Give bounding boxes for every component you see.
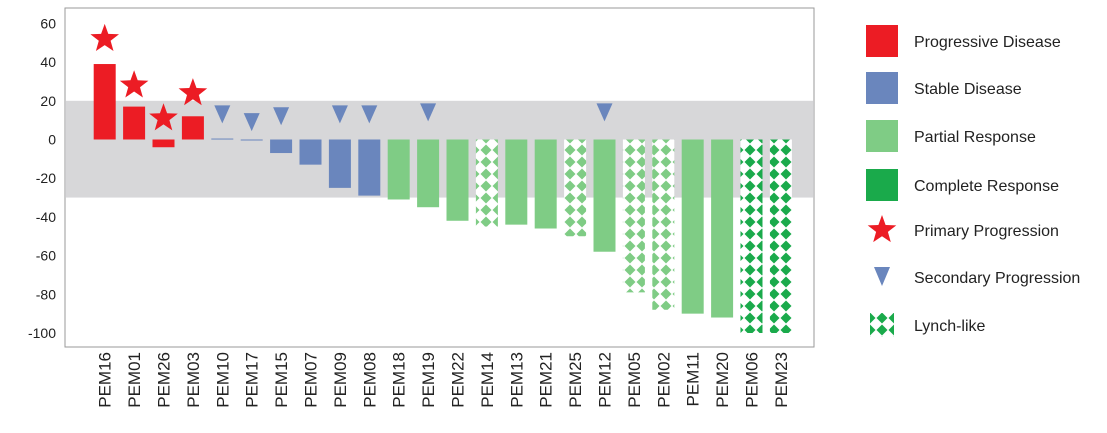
legend-label: Partial Response <box>914 129 1036 146</box>
secondary-progression-marker-pem12 <box>596 103 613 122</box>
x-tick-label-pem10: PEM10 <box>213 352 232 408</box>
legend-swatch <box>866 169 898 201</box>
y-tick-label: 60 <box>40 15 56 31</box>
bar-pem18 <box>387 139 410 200</box>
x-tick-label-pem11: PEM11 <box>684 352 703 407</box>
bar-pem06 <box>740 139 763 333</box>
secondary-progression-marker-pem10 <box>214 105 231 124</box>
bar-pem05 <box>622 139 645 293</box>
secondary-progression-marker-pem19 <box>420 103 437 122</box>
x-tick-label-pem16: PEM16 <box>96 352 115 408</box>
legend-item-lynch-like: Lynch-like <box>870 313 986 337</box>
x-tick-label-pem25: PEM25 <box>566 352 585 408</box>
bar-pem26 <box>152 139 175 148</box>
legend-item-secondary-progression: Secondary Progression <box>874 267 1080 287</box>
legend-swatch <box>866 120 898 152</box>
bar-pem23 <box>769 139 792 333</box>
x-tick-label-pem21: PEM21 <box>537 352 556 408</box>
x-tick-label-pem03: PEM03 <box>184 352 203 408</box>
y-tick-label: -40 <box>36 209 56 225</box>
legend-item-complete-response: Complete Response <box>866 169 1059 201</box>
legend-item-progressive-disease: Progressive Disease <box>866 25 1061 57</box>
x-tick-label-pem12: PEM12 <box>596 352 615 408</box>
primary-progression-marker-pem01 <box>119 70 149 98</box>
bar-pem12 <box>593 139 616 252</box>
bar-pem20 <box>711 139 734 318</box>
bar-pem16 <box>93 64 116 140</box>
legend-label: Lynch-like <box>914 318 986 335</box>
legend-swatch <box>866 72 898 104</box>
legend-label: Primary Progression <box>914 223 1059 240</box>
x-tick-label-pem13: PEM13 <box>507 352 526 408</box>
y-tick-label: -20 <box>36 170 56 186</box>
primary-progression-marker-pem03 <box>178 78 208 106</box>
bar-pem13 <box>505 139 528 225</box>
x-tick-label-pem20: PEM20 <box>713 352 732 408</box>
x-tick-label-pem17: PEM17 <box>243 352 262 408</box>
legend-swatch <box>866 25 898 57</box>
bar-pem25 <box>564 139 587 237</box>
x-tick-label-pem07: PEM07 <box>302 352 321 408</box>
bar-pem10 <box>211 138 234 140</box>
x-tick-label-pem23: PEM23 <box>772 352 791 408</box>
x-tick-label-pem14: PEM14 <box>478 352 497 408</box>
y-tick-label: -80 <box>36 286 56 302</box>
bar-pem15 <box>270 139 293 154</box>
legend-label: Secondary Progression <box>914 270 1080 287</box>
bar-pem11 <box>681 139 704 314</box>
secondary-progression-marker-pem08 <box>361 105 378 124</box>
bar-pem07 <box>299 139 322 165</box>
bar-pem22 <box>446 139 469 221</box>
x-tick-label-pem05: PEM05 <box>625 352 644 408</box>
bar-pem14 <box>475 139 498 227</box>
x-tick-label-pem08: PEM08 <box>360 352 379 408</box>
y-tick-label: 0 <box>48 132 56 148</box>
x-tick-label-pem18: PEM18 <box>390 352 409 408</box>
legend-star-icon <box>867 215 897 243</box>
secondary-progression-marker-pem17 <box>243 113 260 132</box>
y-tick-label: -60 <box>36 248 56 264</box>
bar-pem09 <box>328 139 351 188</box>
legend-item-stable-disease: Stable Disease <box>866 72 1022 104</box>
legend-triangle-icon <box>874 267 890 286</box>
x-tick-label-pem26: PEM26 <box>155 352 174 408</box>
y-tick-label: -100 <box>28 325 56 341</box>
primary-progression-marker-pem16 <box>90 23 119 51</box>
primary-progression-marker-pem26 <box>149 103 178 131</box>
legend-label: Stable Disease <box>914 81 1022 98</box>
x-tick-label-pem01: PEM01 <box>125 352 144 408</box>
x-tick-label-pem22: PEM22 <box>449 352 468 408</box>
legend-item-primary-progression: Primary Progression <box>867 215 1059 243</box>
y-tick-label: 20 <box>40 93 56 109</box>
bar-pem21 <box>534 139 557 229</box>
legend-label: Progressive Disease <box>914 34 1061 51</box>
x-tick-label-pem02: PEM02 <box>654 352 673 408</box>
x-tick-label-pem15: PEM15 <box>272 352 291 408</box>
x-tick-label-pem09: PEM09 <box>331 352 350 408</box>
bar-pem01 <box>123 106 146 140</box>
secondary-progression-marker-pem15 <box>273 107 290 126</box>
y-tick-label: 40 <box>40 54 56 70</box>
bar-pem03 <box>181 116 204 140</box>
legend-item-partial-response: Partial Response <box>866 120 1036 152</box>
legend-label: Complete Response <box>914 178 1059 195</box>
bar-pem19 <box>417 139 440 208</box>
x-tick-label-pem06: PEM06 <box>743 352 762 408</box>
bar-pem02 <box>652 139 675 310</box>
x-tick-label-pem19: PEM19 <box>419 352 438 408</box>
legend-lynch-swatch <box>870 313 894 337</box>
bar-pem08 <box>358 139 381 196</box>
bar-pem17 <box>240 139 263 141</box>
secondary-progression-marker-pem09 <box>331 105 348 124</box>
